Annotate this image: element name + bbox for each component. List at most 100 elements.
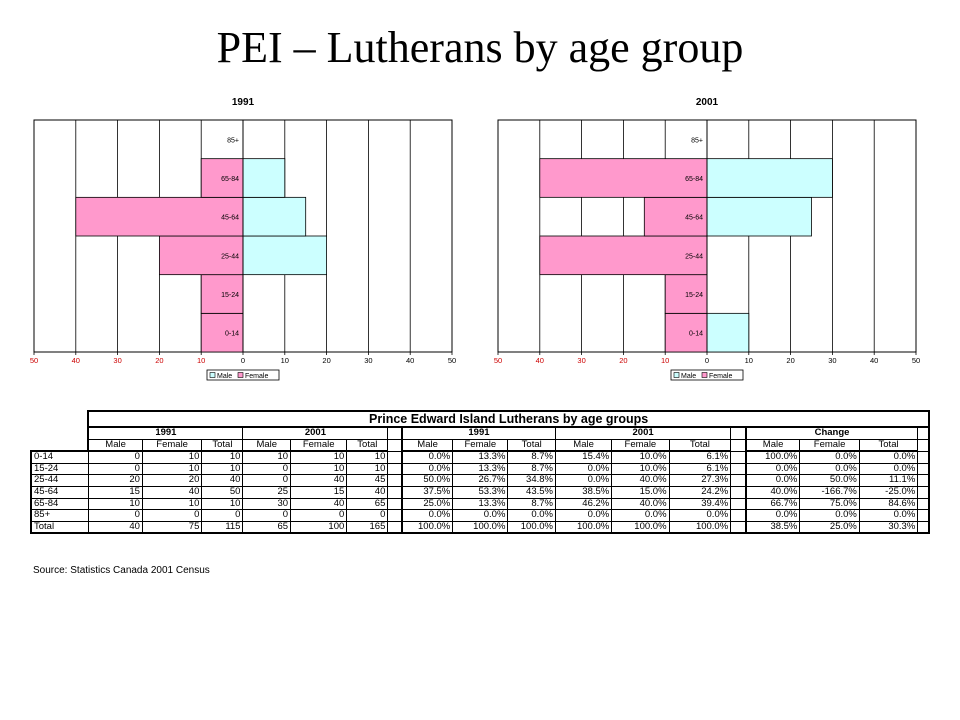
category-label-65-84: 65-84 [685, 176, 703, 183]
count-value: 10 [141, 450, 203, 464]
count-value: 100 [290, 520, 348, 535]
percent-value: 25.0% [401, 497, 454, 511]
count-value: 0 [87, 509, 143, 522]
column-header-total: Total [346, 438, 389, 452]
x-tick-label: 50 [494, 356, 502, 365]
percent-value: 100.0% [507, 520, 556, 535]
spacer-cell [917, 485, 931, 499]
count-value: 10 [201, 497, 244, 511]
spacer-cell [917, 497, 931, 511]
count-value: 10 [141, 497, 203, 511]
x-tick-label: 10 [745, 356, 753, 365]
table-row-0-14: 0-14 0 10 10 10 10 10 0.0% 13.3% 8.7% 15.4% 10.0% 6.… [29, 450, 931, 464]
category-label-25-44: 25-44 [221, 253, 239, 260]
change-value: 0.0% [858, 462, 919, 476]
column-header-male: Male [554, 438, 613, 452]
change-value: 0.0% [799, 509, 860, 522]
spacer-cell [730, 520, 747, 535]
table-title-row: Prince Edward Island Lutherans by age gr… [31, 410, 930, 428]
change-value: 66.7% [745, 497, 801, 511]
percent-value: 100.0% [611, 520, 670, 535]
percent-value: 8.7% [507, 497, 556, 511]
table-row-25-44: 25-44 20 20 40 0 40 45 50.0% 26.7% 34.8% 0.0% 40.0%… [29, 474, 931, 487]
percent-value: 39.4% [668, 497, 732, 511]
spacer-cell [917, 438, 931, 452]
x-tick-label: 40 [870, 356, 878, 365]
spacer-cell [387, 450, 403, 464]
source-note: Source: Statistics Canada 2001 Census [33, 565, 210, 576]
count-value: 30 [242, 497, 292, 511]
category-label-25-44: 25-44 [685, 253, 703, 260]
header-counts-1991: 1991 [87, 426, 244, 440]
header-pct-2001: 2001 [554, 426, 732, 440]
count-value: 10 [201, 450, 244, 464]
percent-value: 38.5% [554, 485, 613, 499]
table-row-65-84: 65-84 10 10 10 30 40 65 25.0% 13.3% 8.7% 46.2% 40.0… [29, 497, 931, 511]
x-tick-label: 50 [448, 356, 456, 365]
count-value: 25 [242, 485, 292, 499]
count-value: 20 [87, 474, 143, 487]
percent-value: 0.0% [507, 509, 556, 522]
spacer-cell [387, 509, 403, 522]
column-header-female: Female [452, 438, 509, 452]
percent-value: 53.3% [452, 485, 509, 499]
bar-male-45-64 [706, 196, 812, 237]
count-value: 40 [290, 474, 348, 487]
spacer-cell [387, 426, 403, 440]
change-value: 25.0% [799, 520, 860, 535]
change-value: 38.5% [745, 520, 801, 535]
x-tick-label: 40 [536, 356, 544, 365]
column-header-male: Male [745, 438, 801, 452]
percent-value: 46.2% [554, 497, 613, 511]
count-value: 0 [346, 509, 389, 522]
chart-title-2001: 2001 [696, 97, 719, 108]
x-tick-label: 50 [912, 356, 920, 365]
spacer-cell [917, 450, 931, 464]
category-label-0-14: 0-14 [225, 331, 239, 338]
count-value: 20 [141, 474, 203, 487]
count-value: 0 [141, 509, 203, 522]
percent-value: 50.0% [401, 474, 454, 487]
table-row-15-24: 15-24 0 10 10 0 10 10 0.0% 13.3% 8.7% 0.0% 10.0% 6.1… [29, 462, 931, 476]
count-value: 10 [290, 450, 348, 464]
spacer-cell [730, 509, 747, 522]
chart-title-1991: 1991 [232, 97, 255, 108]
count-value: 10 [242, 450, 292, 464]
percent-value: 15.0% [611, 485, 670, 499]
spacer-cell [917, 462, 931, 476]
chart-legend: Male Female [206, 369, 280, 381]
count-value: 10 [87, 497, 143, 511]
column-header-female: Female [290, 438, 348, 452]
percent-value: 37.5% [401, 485, 454, 499]
x-tick-label: 40 [406, 356, 414, 365]
legend-label-female: Female [245, 373, 268, 380]
x-tick-label: 10 [661, 356, 669, 365]
category-label-0-14: 0-14 [689, 331, 703, 338]
count-value: 40 [201, 474, 244, 487]
x-tick-label: 30 [577, 356, 585, 365]
spacer-cell [730, 485, 747, 499]
table-row-Total: Total 40 75 115 65 100 165 100.0% 100.0% 100.0% 10… [29, 520, 931, 535]
legend-swatch-female [237, 372, 244, 378]
spacer-cell [730, 438, 747, 452]
category-label-15-24: 15-24 [221, 292, 239, 299]
lutherans-table: Prince Edward Island Lutherans by age gr… [29, 410, 931, 535]
slide-title: PEI – Lutherans by age group [216, 23, 744, 72]
column-header-total: Total [858, 438, 919, 452]
change-value: 84.6% [858, 497, 919, 511]
count-value: 0 [201, 509, 244, 522]
year-header-row: 1991 2001 1991 2001 Change [31, 426, 931, 440]
percent-value: 100.0% [452, 520, 509, 535]
row-label: 85+ [29, 509, 89, 522]
percent-value: 43.5% [507, 485, 556, 499]
spacer-cell [730, 497, 747, 511]
change-value: 75.0% [799, 497, 860, 511]
spacer-cell [387, 497, 403, 511]
count-value: 0 [242, 509, 292, 522]
count-value: 50 [201, 485, 244, 499]
spacer-cell [917, 520, 931, 535]
change-value: 40.0% [745, 485, 801, 499]
percent-value: 10.0% [611, 462, 670, 476]
change-value: 0.0% [745, 474, 801, 487]
count-value: 40 [290, 497, 348, 511]
